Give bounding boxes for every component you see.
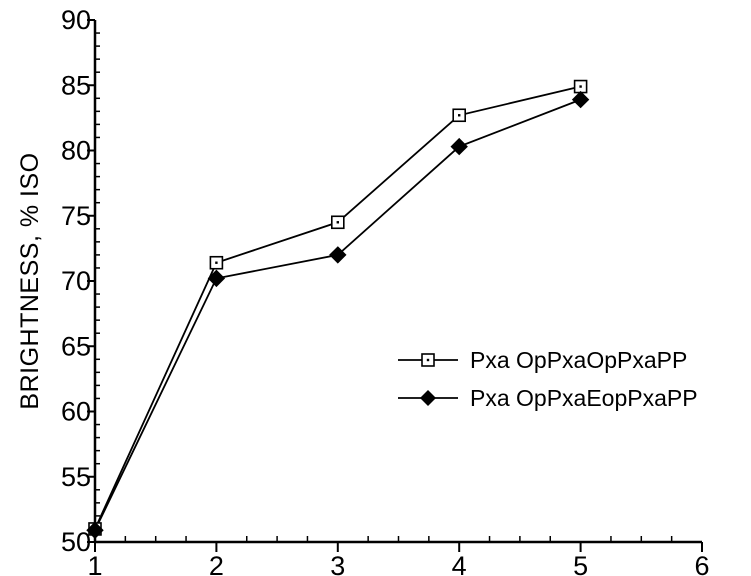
x-tick-label: 4 xyxy=(452,551,467,576)
series-line-filled-diamond xyxy=(94,98,581,531)
data-point-filled-diamond xyxy=(329,246,347,264)
legend-item-filled-diamond: Pxa OpPxaEopPxaPP xyxy=(398,385,698,411)
data-point-center-dot xyxy=(579,85,582,88)
series-line-open-square xyxy=(94,85,581,530)
data-point-filled-diamond xyxy=(450,137,468,156)
axes xyxy=(93,20,702,544)
legend-label: Pxa OpPxaEopPxaPP xyxy=(470,385,698,411)
y-tick-label: 90 xyxy=(61,5,91,35)
y-tick-label: 80 xyxy=(61,136,91,166)
y-tick-label: 60 xyxy=(61,397,91,427)
legend: Pxa OpPxaOpPxaPP Pxa OpPxaEopPxaPP xyxy=(398,347,698,411)
legend-marker-dot xyxy=(426,358,430,362)
y-axis-title: BRIGHTNESS, % ISO xyxy=(16,152,44,409)
x-tick-label: 6 xyxy=(694,551,709,576)
tick-labels: 50 55 60 65 70 75 80 85 90 1 2 3 4 5 6 xyxy=(61,5,710,576)
x-tick-label: 2 xyxy=(209,551,224,576)
y-tick-label: 70 xyxy=(61,266,91,296)
x-tick-label: 5 xyxy=(573,551,588,576)
data-point-filled-diamond xyxy=(86,521,104,539)
x-tick-label: 3 xyxy=(330,551,345,576)
y-tick-label: 50 xyxy=(61,527,91,557)
data-point-center-dot xyxy=(215,261,218,264)
data-point-center-dot xyxy=(336,221,339,224)
y-tick-label: 55 xyxy=(61,462,91,492)
legend-item-open-square: Pxa OpPxaOpPxaPP xyxy=(398,347,687,373)
y-tick-label: 65 xyxy=(61,331,91,361)
y-tick-label: 75 xyxy=(61,201,91,231)
x-tick-label: 1 xyxy=(87,551,102,576)
data-point-filled-diamond xyxy=(571,90,590,109)
series-lines xyxy=(94,85,581,531)
series-markers xyxy=(86,79,590,539)
legend-label: Pxa OpPxaOpPxaPP xyxy=(470,347,687,373)
legend-marker-filled-diamond xyxy=(420,390,436,406)
y-tick-label: 85 xyxy=(61,70,91,100)
data-point-center-dot xyxy=(458,114,461,117)
ticks xyxy=(87,19,703,552)
data-point-filled-diamond xyxy=(207,269,226,288)
